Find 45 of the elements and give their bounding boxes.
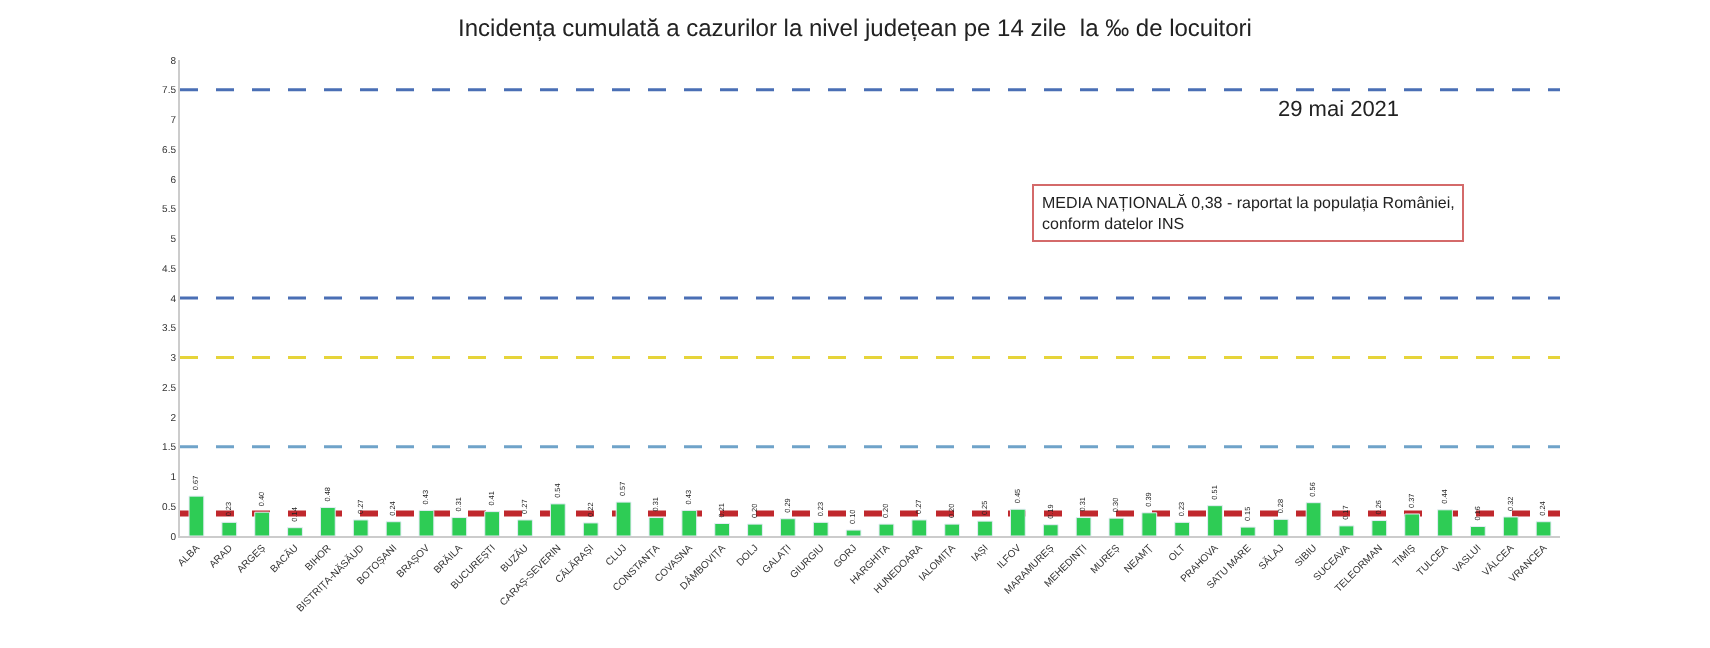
bar	[221, 521, 238, 536]
bar	[287, 527, 303, 536]
bar	[1009, 508, 1026, 536]
bar	[1469, 525, 1486, 536]
bar	[779, 518, 796, 536]
bar	[1371, 520, 1388, 536]
bar	[878, 523, 895, 536]
chart-title: Incidența cumulată a cazurilor la nivel județean pe 14 zile la ‰ de locuitori	[458, 14, 1252, 43]
bar	[648, 517, 665, 536]
bar	[1437, 509, 1453, 536]
bar	[1207, 505, 1223, 536]
bar	[812, 521, 829, 536]
bar	[1042, 524, 1059, 536]
text: 29 mai 2021	[1278, 98, 1400, 122]
bar	[714, 523, 731, 536]
bar	[254, 511, 271, 536]
bar	[1404, 513, 1421, 536]
bar	[319, 506, 336, 536]
bar	[1108, 517, 1125, 536]
bar	[451, 517, 468, 536]
bar	[681, 509, 698, 536]
bar	[747, 523, 763, 536]
bar	[385, 521, 402, 536]
bar	[944, 523, 961, 536]
bar	[1535, 521, 1552, 536]
bar	[1239, 526, 1256, 536]
bar	[549, 503, 566, 536]
bar	[1141, 512, 1158, 536]
bar	[188, 495, 205, 536]
bar	[911, 519, 928, 536]
bar	[1305, 502, 1322, 536]
bar	[484, 511, 501, 536]
bar	[615, 501, 632, 536]
bar	[582, 522, 599, 536]
bar	[418, 509, 435, 536]
bar	[517, 519, 533, 536]
bar	[1272, 518, 1289, 536]
bar	[845, 529, 862, 536]
bar	[1174, 521, 1191, 536]
bar	[977, 520, 993, 536]
bar	[1502, 516, 1519, 536]
bar	[352, 519, 369, 536]
bar	[1338, 525, 1355, 536]
bar	[1075, 517, 1092, 536]
annotation: MEDIA NAȚIONALĂ 0,38 - raportat la populația României, conform datelor INS	[1042, 194, 1455, 233]
